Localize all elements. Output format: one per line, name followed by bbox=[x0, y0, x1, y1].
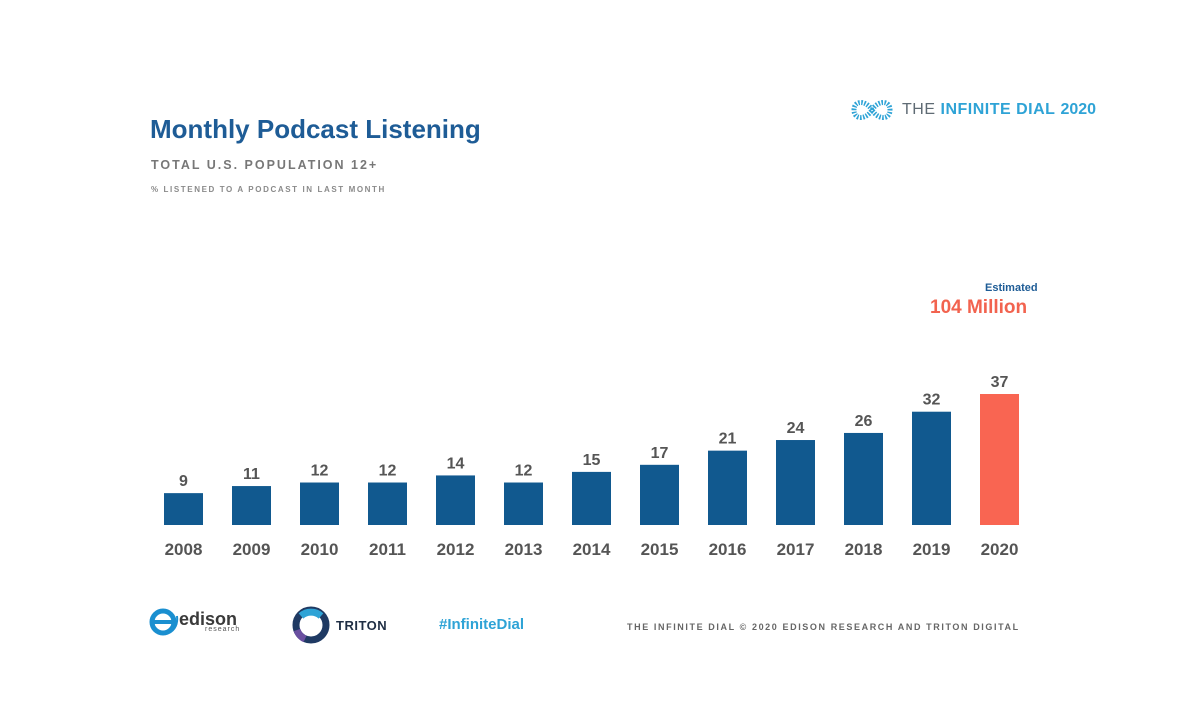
data-label-2012: 14 bbox=[447, 455, 465, 472]
bar-2008 bbox=[164, 493, 203, 525]
x-tick-2015: 2015 bbox=[641, 540, 679, 559]
x-tick-2009: 2009 bbox=[233, 540, 271, 559]
bar-2019 bbox=[912, 411, 951, 525]
edison-logo: edison research bbox=[149, 606, 240, 640]
chart-subtitle: TOTAL U.S. POPULATION 12+ bbox=[151, 158, 379, 172]
estimate-value: 104 Million bbox=[930, 297, 1028, 318]
data-label-2008: 9 bbox=[179, 473, 188, 490]
data-label-2017: 24 bbox=[787, 420, 805, 437]
bar-2017 bbox=[776, 440, 815, 525]
x-tick-2016: 2016 bbox=[709, 540, 747, 559]
bar-2012 bbox=[436, 475, 475, 525]
x-tick-2010: 2010 bbox=[301, 540, 339, 559]
data-label-2016: 21 bbox=[719, 431, 737, 448]
triton-logo: TRITON bbox=[292, 606, 387, 644]
brand-prefix: THE bbox=[902, 101, 936, 118]
x-tick-2014: 2014 bbox=[573, 540, 611, 559]
copyright: THE INFINITE DIAL © 2020 EDISON RESEARCH… bbox=[627, 622, 1020, 632]
x-tick-2012: 2012 bbox=[437, 540, 475, 559]
data-label-2013: 12 bbox=[515, 463, 533, 480]
x-tick-2013: 2013 bbox=[505, 540, 543, 559]
x-tick-2018: 2018 bbox=[845, 540, 883, 559]
data-label-2019: 32 bbox=[923, 392, 941, 409]
bar-2020 bbox=[980, 394, 1019, 525]
bar-2018 bbox=[844, 432, 883, 525]
triton-emblem-icon bbox=[292, 606, 330, 644]
data-label-2009: 11 bbox=[243, 466, 260, 483]
data-label-2018: 26 bbox=[855, 413, 873, 430]
data-label-2011: 12 bbox=[379, 463, 397, 480]
chart-title: Monthly Podcast Listening bbox=[150, 114, 481, 144]
chart-description: % LISTENED TO A PODCAST IN LAST MONTH bbox=[151, 185, 386, 194]
x-tick-2011: 2011 bbox=[369, 540, 406, 559]
brand-year: 2020 bbox=[1060, 101, 1097, 118]
infinity-icon bbox=[851, 100, 893, 120]
edison-name: edison bbox=[179, 609, 238, 629]
brand-name: INFINITE DIAL bbox=[940, 101, 1056, 118]
x-tick-2008: 2008 bbox=[165, 540, 203, 559]
x-tick-2017: 2017 bbox=[777, 540, 815, 559]
data-label-2010: 12 bbox=[311, 463, 329, 480]
data-label-2020: 37 bbox=[991, 374, 1009, 391]
bar-2016 bbox=[708, 450, 747, 525]
bar-2015 bbox=[640, 464, 679, 525]
bar-2011 bbox=[368, 482, 407, 525]
estimate-label: Estimated bbox=[985, 282, 1038, 294]
infinite-dial-logo: THE INFINITE DIAL 2020 bbox=[850, 96, 1096, 124]
bar-2013 bbox=[504, 482, 543, 525]
edison-e-icon bbox=[149, 608, 179, 636]
bar-2010 bbox=[300, 482, 339, 525]
bar-2014 bbox=[572, 471, 611, 525]
x-tick-2019: 2019 bbox=[913, 540, 951, 559]
x-tick-2020: 2020 bbox=[981, 540, 1019, 559]
edison-subtext: research bbox=[205, 626, 241, 633]
data-label-2015: 17 bbox=[651, 445, 669, 462]
bar-2009 bbox=[232, 486, 271, 525]
triton-name: TRITON bbox=[336, 617, 388, 633]
data-label-2014: 15 bbox=[583, 452, 601, 469]
hashtag: #InfiniteDial bbox=[439, 616, 525, 633]
